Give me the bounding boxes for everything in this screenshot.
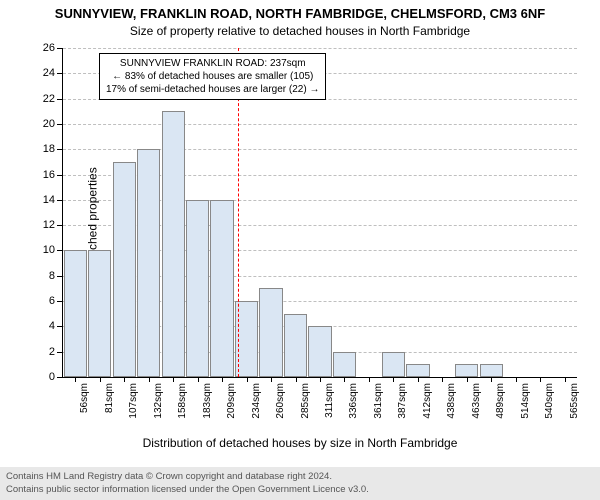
xtick-label: 158sqm — [177, 383, 188, 419]
xtick-label: 412sqm — [422, 383, 433, 419]
xtick-label: 336sqm — [348, 383, 359, 419]
xtick-label: 183sqm — [202, 383, 213, 419]
xtick-label: 107sqm — [128, 383, 139, 419]
xtick — [173, 377, 174, 382]
xtick — [100, 377, 101, 382]
xtick — [540, 377, 541, 382]
xtick — [467, 377, 468, 382]
xtick — [344, 377, 345, 382]
page-subtitle: Size of property relative to detached ho… — [0, 22, 600, 39]
plot-area: 0246810121416182022242656sqm81sqm107sqm1… — [62, 48, 577, 378]
xtick-label: 540sqm — [544, 383, 555, 419]
xtick — [75, 377, 76, 382]
bar — [88, 250, 111, 377]
ytick-label: 14 — [43, 194, 63, 206]
ytick-label: 18 — [43, 143, 63, 155]
xtick — [149, 377, 150, 382]
footer-line-1: Contains HM Land Registry data © Crown c… — [6, 471, 594, 483]
annotation-box: SUNNYVIEW FRANKLIN ROAD: 237sqm← 83% of … — [99, 53, 326, 100]
bar — [333, 352, 356, 377]
xtick — [516, 377, 517, 382]
bar — [210, 200, 233, 377]
gridline — [63, 124, 577, 125]
footer-line-2: Contains public sector information licen… — [6, 484, 594, 496]
ytick-label: 10 — [43, 244, 63, 256]
xtick-label: 209sqm — [226, 383, 237, 419]
ytick-label: 2 — [49, 346, 63, 358]
ytick-label: 8 — [49, 270, 63, 282]
xtick-label: 489sqm — [495, 383, 506, 419]
ytick-label: 24 — [43, 67, 63, 79]
xtick — [222, 377, 223, 382]
xtick — [418, 377, 419, 382]
xtick — [442, 377, 443, 382]
xtick-label: 56sqm — [79, 383, 90, 413]
ytick-label: 22 — [43, 93, 63, 105]
xtick-label: 234sqm — [251, 383, 262, 419]
xtick-label: 514sqm — [520, 383, 531, 419]
xtick — [491, 377, 492, 382]
bar — [259, 288, 282, 377]
xtick-label: 132sqm — [153, 383, 164, 419]
xtick-label: 311sqm — [324, 383, 335, 418]
xtick — [565, 377, 566, 382]
annotation-line: ← 83% of detached houses are smaller (10… — [106, 70, 319, 83]
xtick-label: 285sqm — [300, 383, 311, 419]
xtick — [296, 377, 297, 382]
ytick-label: 4 — [49, 320, 63, 332]
ytick-label: 16 — [43, 169, 63, 181]
page-title: SUNNYVIEW, FRANKLIN ROAD, NORTH FAMBRIDG… — [0, 6, 600, 22]
ytick-label: 20 — [43, 118, 63, 130]
xtick-label: 81sqm — [104, 383, 115, 413]
gridline — [63, 48, 577, 49]
xtick — [320, 377, 321, 382]
bar — [113, 162, 136, 377]
x-axis-label: Distribution of detached houses by size … — [0, 436, 600, 450]
xtick-label: 463sqm — [471, 383, 482, 419]
bar — [308, 326, 331, 377]
bar — [284, 314, 307, 377]
bar — [480, 364, 503, 377]
bar — [162, 111, 185, 377]
xtick-label: 438sqm — [446, 383, 457, 419]
title-block: SUNNYVIEW, FRANKLIN ROAD, NORTH FAMBRIDG… — [0, 0, 600, 39]
xtick — [247, 377, 248, 382]
xtick-label: 565sqm — [569, 383, 580, 419]
annotation-line: 17% of semi-detached houses are larger (… — [106, 83, 319, 96]
chart-page: SUNNYVIEW, FRANKLIN ROAD, NORTH FAMBRIDG… — [0, 0, 600, 500]
xtick — [198, 377, 199, 382]
ytick-label: 26 — [43, 42, 63, 54]
bar — [186, 200, 209, 377]
xtick-label: 260sqm — [275, 383, 286, 419]
xtick — [271, 377, 272, 382]
footer: Contains HM Land Registry data © Crown c… — [0, 467, 600, 500]
bar — [64, 250, 87, 377]
ytick-label: 0 — [49, 371, 63, 383]
bar — [382, 352, 405, 377]
xtick-label: 361sqm — [373, 383, 384, 419]
ytick-label: 12 — [43, 219, 63, 231]
xtick — [369, 377, 370, 382]
xtick-label: 387sqm — [397, 383, 408, 419]
ytick-label: 6 — [49, 295, 63, 307]
annotation-line: SUNNYVIEW FRANKLIN ROAD: 237sqm — [106, 57, 319, 70]
bar — [455, 364, 478, 377]
xtick — [124, 377, 125, 382]
xtick — [393, 377, 394, 382]
bar — [137, 149, 160, 377]
bar — [406, 364, 429, 377]
